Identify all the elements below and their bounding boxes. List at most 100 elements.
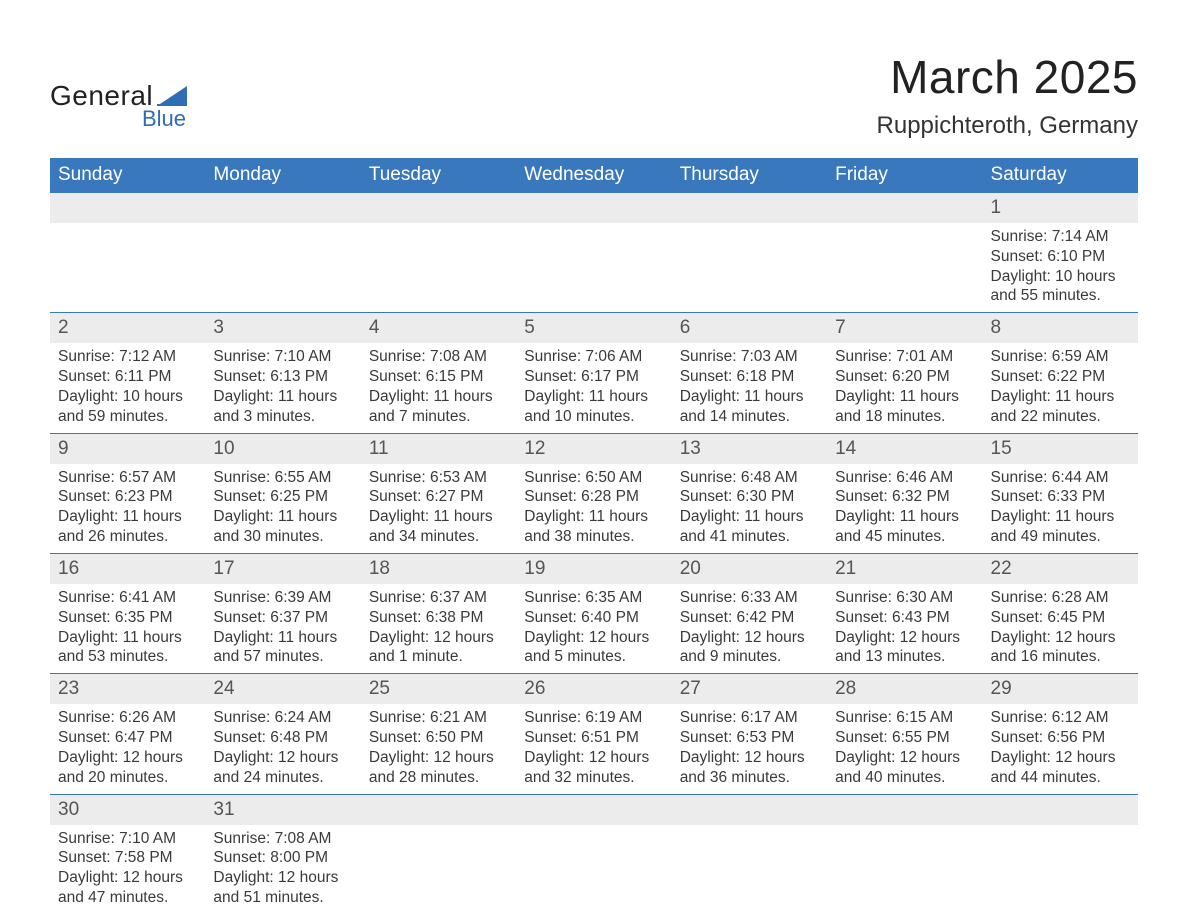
day-details: Sunrise: 6:59 AMSunset: 6:22 PMDaylight:…	[983, 343, 1138, 432]
calendar-cell-body: Sunrise: 6:30 AMSunset: 6:43 PMDaylight:…	[827, 584, 982, 674]
calendar-cell-num: 17	[205, 553, 360, 584]
sunset-text: Sunset: 6:17 PM	[524, 367, 663, 387]
sunset-text: Sunset: 6:56 PM	[991, 728, 1130, 748]
sunrise-text: Sunrise: 6:30 AM	[835, 588, 974, 608]
day-number: 9	[50, 434, 205, 464]
weekday-header: Tuesday	[361, 158, 516, 193]
day-details: Sunrise: 6:19 AMSunset: 6:51 PMDaylight:…	[516, 704, 671, 793]
daylight-text: Daylight: 12 hours and 1 minute.	[369, 628, 508, 668]
day-details: Sunrise: 6:44 AMSunset: 6:33 PMDaylight:…	[983, 464, 1138, 553]
calendar-cell-num: 26	[516, 674, 671, 705]
logo-text-blue: Blue	[142, 106, 186, 132]
calendar-cell-num	[361, 193, 516, 224]
empty-day-body	[672, 223, 827, 243]
calendar-cell-body: Sunrise: 7:01 AMSunset: 6:20 PMDaylight:…	[827, 343, 982, 433]
calendar-cell-body: Sunrise: 6:37 AMSunset: 6:38 PMDaylight:…	[361, 584, 516, 674]
calendar-cell-body: Sunrise: 7:12 AMSunset: 6:11 PMDaylight:…	[50, 343, 205, 433]
calendar-cell-num: 10	[205, 433, 360, 464]
day-details: Sunrise: 7:10 AMSunset: 7:58 PMDaylight:…	[50, 825, 205, 914]
calendar-cell-body: Sunrise: 6:48 AMSunset: 6:30 PMDaylight:…	[672, 464, 827, 554]
calendar-cell-num: 4	[361, 313, 516, 344]
day-details: Sunrise: 6:39 AMSunset: 6:37 PMDaylight:…	[205, 584, 360, 673]
empty-day-number	[672, 193, 827, 223]
calendar-cell-body: Sunrise: 6:53 AMSunset: 6:27 PMDaylight:…	[361, 464, 516, 554]
sunrise-text: Sunrise: 7:14 AM	[991, 227, 1130, 247]
day-number: 14	[827, 434, 982, 464]
empty-day-body	[361, 825, 516, 845]
calendar-cell-num: 30	[50, 794, 205, 825]
day-number: 27	[672, 674, 827, 704]
calendar-cell-body: Sunrise: 6:19 AMSunset: 6:51 PMDaylight:…	[516, 704, 671, 794]
sunset-text: Sunset: 6:35 PM	[58, 608, 197, 628]
sunrise-text: Sunrise: 6:37 AM	[369, 588, 508, 608]
empty-day-body	[827, 223, 982, 243]
calendar-cell-num: 2	[50, 313, 205, 344]
calendar-cell-num	[205, 193, 360, 224]
day-details: Sunrise: 6:53 AMSunset: 6:27 PMDaylight:…	[361, 464, 516, 553]
calendar-cell-num: 18	[361, 553, 516, 584]
weekday-header: Friday	[827, 158, 982, 193]
empty-day-number	[827, 193, 982, 223]
sunrise-text: Sunrise: 6:50 AM	[524, 468, 663, 488]
calendar-cell-body	[50, 223, 205, 313]
day-number: 26	[516, 674, 671, 704]
daylight-text: Daylight: 11 hours and 30 minutes.	[213, 507, 352, 547]
daylight-text: Daylight: 12 hours and 32 minutes.	[524, 748, 663, 788]
daylight-text: Daylight: 12 hours and 40 minutes.	[835, 748, 974, 788]
sunrise-text: Sunrise: 7:10 AM	[213, 347, 352, 367]
day-number: 3	[205, 313, 360, 343]
daylight-text: Daylight: 12 hours and 20 minutes.	[58, 748, 197, 788]
calendar-cell-body: Sunrise: 6:21 AMSunset: 6:50 PMDaylight:…	[361, 704, 516, 794]
calendar-cell-num	[672, 193, 827, 224]
daylight-text: Daylight: 11 hours and 45 minutes.	[835, 507, 974, 547]
sunset-text: Sunset: 6:53 PM	[680, 728, 819, 748]
sunset-text: Sunset: 6:38 PM	[369, 608, 508, 628]
day-details: Sunrise: 7:06 AMSunset: 6:17 PMDaylight:…	[516, 343, 671, 432]
empty-day-body	[516, 223, 671, 243]
day-number: 24	[205, 674, 360, 704]
sunrise-text: Sunrise: 6:55 AM	[213, 468, 352, 488]
calendar-cell-body: Sunrise: 6:50 AMSunset: 6:28 PMDaylight:…	[516, 464, 671, 554]
sunrise-text: Sunrise: 7:08 AM	[213, 829, 352, 849]
sunrise-text: Sunrise: 7:01 AM	[835, 347, 974, 367]
calendar-cell-num: 15	[983, 433, 1138, 464]
sunset-text: Sunset: 6:20 PM	[835, 367, 974, 387]
sunrise-text: Sunrise: 7:03 AM	[680, 347, 819, 367]
sunset-text: Sunset: 6:48 PM	[213, 728, 352, 748]
sunrise-text: Sunrise: 6:46 AM	[835, 468, 974, 488]
sunset-text: Sunset: 6:27 PM	[369, 487, 508, 507]
empty-day-body	[827, 825, 982, 845]
empty-day-number	[205, 193, 360, 223]
calendar-cell-num: 7	[827, 313, 982, 344]
sunrise-text: Sunrise: 6:21 AM	[369, 708, 508, 728]
sunrise-text: Sunrise: 6:33 AM	[680, 588, 819, 608]
day-number: 22	[983, 554, 1138, 584]
daylight-text: Daylight: 12 hours and 5 minutes.	[524, 628, 663, 668]
empty-day-number	[983, 795, 1138, 825]
day-number: 15	[983, 434, 1138, 464]
day-number: 12	[516, 434, 671, 464]
sunrise-text: Sunrise: 7:06 AM	[524, 347, 663, 367]
calendar-cell-body: Sunrise: 6:35 AMSunset: 6:40 PMDaylight:…	[516, 584, 671, 674]
day-number: 5	[516, 313, 671, 343]
weekday-header: Sunday	[50, 158, 205, 193]
calendar-cell-num: 21	[827, 553, 982, 584]
calendar-cell-num: 31	[205, 794, 360, 825]
empty-day-number	[827, 795, 982, 825]
calendar-cell-body	[516, 825, 671, 914]
day-details: Sunrise: 6:35 AMSunset: 6:40 PMDaylight:…	[516, 584, 671, 673]
day-details: Sunrise: 7:08 AMSunset: 8:00 PMDaylight:…	[205, 825, 360, 914]
day-number: 29	[983, 674, 1138, 704]
sunrise-text: Sunrise: 6:28 AM	[991, 588, 1130, 608]
sunrise-text: Sunrise: 6:24 AM	[213, 708, 352, 728]
calendar-cell-body	[516, 223, 671, 313]
day-number: 1	[983, 193, 1138, 223]
title-block: March 2025 Ruppichteroth, Germany	[877, 50, 1138, 140]
calendar-cell-num	[983, 794, 1138, 825]
calendar-cell-body: Sunrise: 7:06 AMSunset: 6:17 PMDaylight:…	[516, 343, 671, 433]
day-details: Sunrise: 6:37 AMSunset: 6:38 PMDaylight:…	[361, 584, 516, 673]
calendar-cell-body: Sunrise: 7:03 AMSunset: 6:18 PMDaylight:…	[672, 343, 827, 433]
day-details: Sunrise: 6:50 AMSunset: 6:28 PMDaylight:…	[516, 464, 671, 553]
day-number: 11	[361, 434, 516, 464]
header: General Blue March 2025 Ruppichteroth, G…	[50, 50, 1138, 140]
